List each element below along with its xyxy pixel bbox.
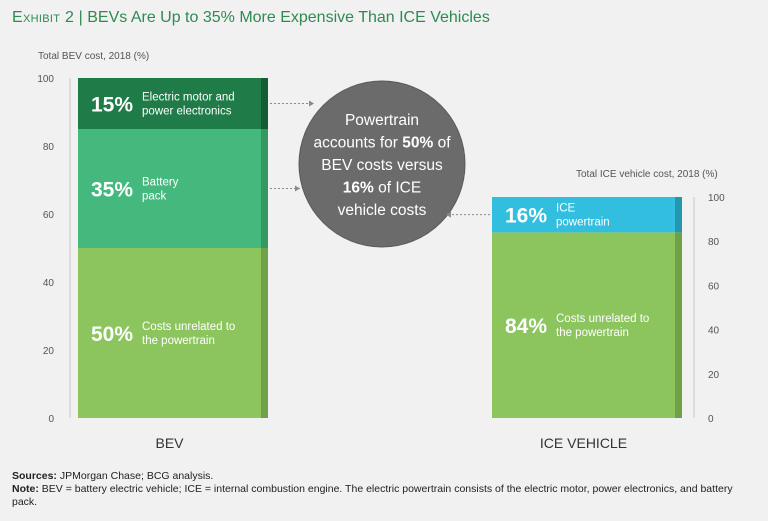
y-tick-label: 60	[708, 281, 720, 292]
y-tick-label: 100	[708, 193, 725, 204]
callout-emphasis: 16%	[343, 180, 374, 197]
callout-text-line: BEV costs versus	[321, 157, 443, 174]
y-tick-label: 100	[37, 74, 54, 85]
bar-segment	[492, 197, 675, 233]
bar-segment	[78, 129, 261, 248]
segment-desc-label: the powertrain	[556, 327, 629, 339]
y-tick-label: 20	[708, 370, 720, 381]
segment-desc-label: power electronics	[142, 106, 232, 118]
bar-segment	[492, 232, 675, 418]
y-axis-label: Total ICE vehicle cost, 2018 (%)	[576, 169, 718, 180]
connector-arrow-motor-head	[309, 100, 314, 107]
segment-desc-label: Costs unrelated to	[556, 313, 649, 325]
y-tick-label: 80	[708, 237, 720, 248]
y-tick-label: 40	[43, 278, 55, 289]
sources-text: JPMorgan Chase; BCG analysis.	[56, 470, 214, 482]
bar-segment-side	[675, 232, 682, 418]
sources-label: Sources:	[12, 470, 57, 482]
segment-desc-label: Electric motor and	[142, 92, 235, 104]
bar-segment-side	[675, 197, 682, 233]
connector-arrow-battery-head	[295, 185, 300, 192]
callout-emphasis: 50%	[402, 135, 433, 152]
callout-text-span: accounts for	[313, 135, 402, 152]
callout-text-line: Powertrain	[345, 112, 419, 129]
note-text: BEV = battery electric vehicle; ICE = in…	[12, 483, 733, 508]
callout-text-span: Powertrain	[345, 112, 419, 129]
segment-value-label: 35%	[91, 179, 133, 202]
segment-desc-label: Battery	[142, 177, 179, 189]
callout-text-line: accounts for 50% of	[313, 135, 451, 152]
callout-text-line: 16% of ICE	[343, 180, 421, 197]
segment-value-label: 16%	[505, 205, 547, 228]
y-tick-label: 0	[48, 414, 54, 425]
x-category-label: BEV	[155, 435, 184, 451]
callout-text-span: vehicle costs	[338, 202, 427, 219]
x-category-label: ICE VEHICLE	[540, 435, 627, 451]
segment-desc-label: powertrain	[556, 217, 610, 229]
bar-segment	[78, 248, 261, 418]
title-text: BEVs Are Up to 35% More Expensive Than I…	[87, 9, 490, 26]
bar-segment-side	[261, 248, 268, 418]
y-tick-label: 0	[708, 414, 714, 425]
title-separator: |	[78, 9, 83, 26]
y-tick-label: 80	[43, 142, 55, 153]
y-axis-label: Total BEV cost, 2018 (%)	[38, 51, 149, 62]
callout-text-span: BEV costs versus	[321, 157, 443, 174]
segment-value-label: 84%	[505, 315, 547, 338]
callout-text-span: of ICE	[374, 180, 421, 197]
y-tick-label: 60	[43, 210, 55, 221]
segment-value-label: 15%	[91, 94, 133, 117]
segment-desc-label: Costs unrelated to	[142, 321, 235, 333]
segment-desc-label: pack	[142, 191, 167, 203]
segment-value-label: 50%	[91, 323, 133, 346]
segment-desc-label: the powertrain	[142, 335, 215, 347]
callout-circle	[298, 80, 466, 248]
connector-arrow-ice-head	[446, 211, 451, 218]
chart-title: Exhibit 2 | BEVs Are Up to 35% More Expe…	[12, 9, 752, 27]
y-tick-label: 20	[43, 346, 55, 357]
chart-footer: Sources: JPMorgan Chase; BCG analysis. N…	[12, 470, 756, 509]
note-label: Note:	[12, 483, 39, 495]
bar-segment	[78, 78, 261, 129]
bar-segment-side	[261, 129, 268, 248]
callout-text-span: of	[433, 135, 451, 152]
bar-segment-side	[261, 78, 268, 129]
y-tick-label: 40	[708, 326, 720, 337]
segment-desc-label: ICE	[556, 203, 576, 215]
cost-comparison-chart: Total BEV cost, 2018 (%) 0 20 40 60 80 100 Tota…	[37, 51, 725, 451]
exhibit-label: Exhibit 2	[12, 9, 75, 26]
callout-text-line: vehicle costs	[338, 202, 427, 219]
sources-line: Sources: JPMorgan Chase; BCG analysis.	[12, 470, 756, 483]
note-line: Note: BEV = battery electric vehicle; IC…	[12, 483, 756, 509]
